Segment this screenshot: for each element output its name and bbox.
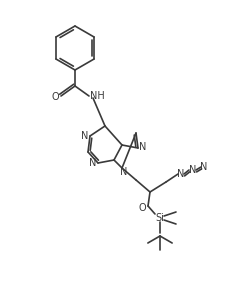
Text: NH: NH (90, 91, 104, 101)
Text: Si: Si (156, 213, 164, 223)
Text: O: O (138, 203, 146, 213)
Text: N: N (200, 162, 208, 172)
Text: N: N (120, 167, 128, 177)
Text: N: N (139, 142, 147, 152)
Text: O: O (51, 92, 59, 102)
Text: N: N (177, 169, 185, 179)
Text: N: N (89, 158, 97, 168)
Text: N: N (81, 131, 89, 141)
Text: N: N (189, 165, 197, 175)
